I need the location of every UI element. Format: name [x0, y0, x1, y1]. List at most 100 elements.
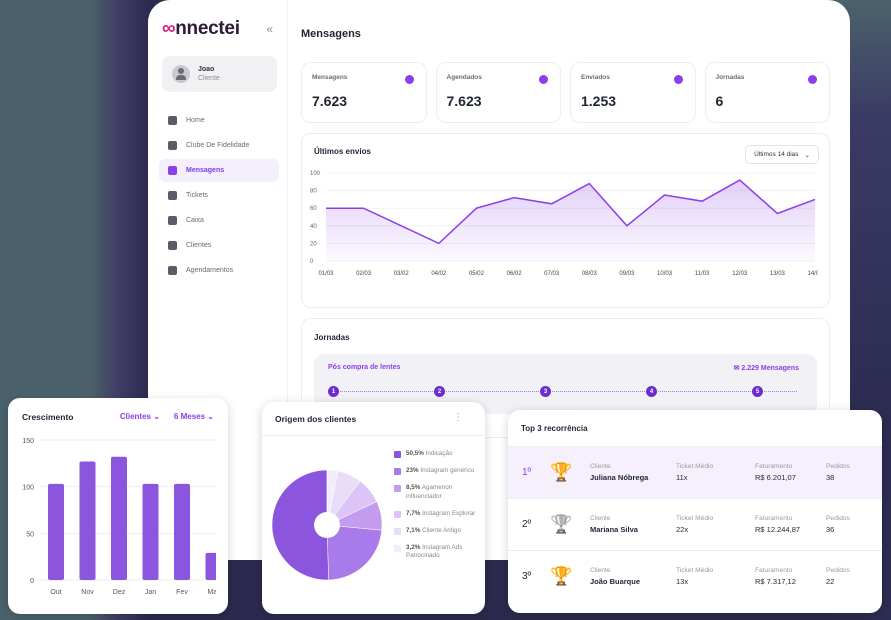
svg-text:Dez: Dez	[113, 589, 126, 596]
journey-step[interactable]: 1	[328, 386, 339, 397]
col-label: Cliente	[590, 567, 611, 574]
journey-messages: ✉ 2.229 Mensagens	[733, 365, 799, 372]
legend-item: 7,7% Instagram Explorar	[394, 510, 482, 518]
svg-text:Mar: Mar	[207, 589, 216, 596]
ticket-value: 11x	[676, 473, 688, 482]
mail-icon: ✉	[733, 365, 742, 372]
legend-item: 8,5% Agamenon influenciador	[394, 484, 482, 500]
orders-value: 38	[826, 473, 835, 482]
rank: 3º	[522, 571, 532, 582]
sidebar-item-clientes[interactable]: Clientes	[159, 234, 279, 257]
col-label: Ticket Médio	[676, 515, 714, 522]
stat-value: 7.623	[446, 93, 482, 109]
stat-value: 1.253	[581, 93, 617, 109]
svg-text:07/03: 07/03	[544, 271, 560, 277]
rank: 1º	[522, 467, 532, 478]
user-name: Joao	[198, 66, 215, 73]
sidebar-item-clube-de-fidelidade[interactable]: Clube De Fidelidade	[159, 134, 279, 157]
stat-card[interactable]: Agendados 7.623	[435, 62, 561, 123]
table-row[interactable]: 1º 🏆 Cliente Juliana Nóbrega Ticket Médio 11x…	[508, 446, 882, 498]
collapse-icon[interactable]: «	[266, 22, 273, 36]
client-name: João Buarque	[590, 577, 641, 586]
range-dropdown[interactable]: Últimos 14 dias ⌄	[745, 145, 819, 164]
stat-label: Mensagens	[312, 74, 348, 81]
col-label: Faturamento	[755, 515, 793, 522]
stat-card[interactable]: Jornadas 6	[704, 62, 830, 123]
col-label: Faturamento	[755, 463, 793, 470]
legend-item: 23% Instagram genérico	[394, 467, 482, 476]
svg-text:13/03: 13/03	[770, 271, 786, 277]
bar-chart: 0 50 100 150 Out Nov Dez Jan Fev Mar	[22, 438, 216, 596]
main-content: Mensagens Mensagens 7.623 Agendados 7.623 En…	[288, 0, 850, 438]
headset-icon	[168, 191, 177, 200]
trophy-gold-icon: 🏆	[550, 462, 573, 482]
brand-logo: ∞nnectei	[162, 18, 240, 39]
journey-step[interactable]: 2	[434, 386, 445, 397]
col-label: Pedidos	[826, 463, 850, 470]
svg-text:08/03: 08/03	[582, 271, 598, 277]
table-row[interactable]: 3º 🏆 Cliente João Buarque Ticket Médio 13x Fat…	[508, 550, 882, 602]
orders-value: 22	[826, 577, 835, 586]
user-card[interactable]: Joao Cliente	[162, 56, 277, 92]
legend-item: 50,5% Indicação	[394, 450, 482, 458]
sidebar-item-agendamentos[interactable]: Agendamentos	[159, 259, 279, 282]
svg-text:Jan: Jan	[145, 589, 156, 596]
trophy-silver-icon: 🏆	[550, 514, 573, 534]
revenue-value: R$ 12.244,87	[755, 525, 801, 534]
col-label: Cliente	[590, 515, 611, 522]
trophy-bronze-icon: 🏆	[550, 566, 573, 586]
stat-label: Enviados	[581, 74, 610, 81]
svg-text:0: 0	[310, 259, 314, 265]
svg-text:100: 100	[22, 485, 34, 492]
svg-text:Nov: Nov	[81, 589, 94, 596]
person-icon	[808, 75, 817, 84]
origem-title: Origem dos clientes	[275, 414, 357, 424]
envios-card: Últimos envios Últimos 14 dias ⌄ 0 20 40 60 8…	[301, 133, 830, 308]
sidebar-item-caixa[interactable]: Caixa	[159, 209, 279, 232]
user-role: Cliente	[198, 75, 220, 82]
chat-icon	[404, 75, 414, 84]
revenue-value: R$ 6.201,07	[755, 473, 796, 482]
journey-steps: 1 2 3 4 5	[328, 386, 797, 401]
journey-step[interactable]: 5	[752, 386, 763, 397]
journey-step[interactable]: 3	[540, 386, 551, 397]
top3-panel: Top 3 recorrência 1º 🏆 Cliente Juliana Nóbr…	[508, 410, 882, 613]
journey-step[interactable]: 4	[646, 386, 657, 397]
more-icon[interactable]: ⋮	[453, 412, 463, 423]
svg-text:06/02: 06/02	[507, 271, 523, 277]
message-icon	[168, 266, 177, 275]
svg-text:0: 0	[30, 578, 34, 585]
svg-text:02/03: 02/03	[356, 271, 372, 277]
stats-row: Mensagens 7.623 Agendados 7.623 Enviados 1.25…	[301, 62, 830, 123]
sidebar-item-tickets[interactable]: Tickets	[159, 184, 279, 207]
stat-label: Agendados	[446, 74, 482, 81]
svg-text:50: 50	[26, 531, 34, 538]
jornadas-title: Jornadas	[314, 333, 350, 342]
svg-text:14/03: 14/03	[807, 271, 818, 277]
clock-icon	[673, 75, 683, 84]
orders-value: 36	[826, 525, 835, 534]
sidebar-item-mensagens[interactable]: Mensagens	[159, 159, 279, 182]
client-name: Juliana Nóbrega	[590, 473, 649, 482]
legend-item: 3,2% Instagram Ads Patrocinado	[394, 544, 482, 560]
avatar	[172, 65, 190, 83]
col-label: Pedidos	[826, 515, 850, 522]
revenue-value: R$ 7.317,12	[755, 577, 796, 586]
rank: 2º	[522, 519, 532, 530]
chevron-down-icon: ⌄	[804, 151, 810, 159]
svg-text:12/03: 12/03	[732, 271, 748, 277]
clientes-filter[interactable]: Clientes ⌄	[119, 412, 160, 421]
stat-card[interactable]: Enviados 1.253	[570, 62, 696, 123]
stat-label: Jornadas	[715, 74, 745, 81]
loyalty-icon	[168, 141, 177, 150]
chat-icon	[168, 166, 177, 175]
calendar-icon	[539, 75, 548, 84]
sidebar-item-home[interactable]: Home	[159, 109, 279, 132]
range-label: Últimos 14 dias	[754, 151, 799, 158]
stat-card[interactable]: Mensagens 7.623	[301, 62, 427, 123]
period-filter[interactable]: 6 Meses ⌄	[173, 412, 214, 421]
col-label: Ticket Médio	[676, 567, 714, 574]
tag-icon	[168, 216, 177, 225]
table-row[interactable]: 2º 🏆 Cliente Mariana Silva Ticket Médio 22x Fa…	[508, 498, 882, 550]
svg-text:100: 100	[310, 171, 321, 177]
